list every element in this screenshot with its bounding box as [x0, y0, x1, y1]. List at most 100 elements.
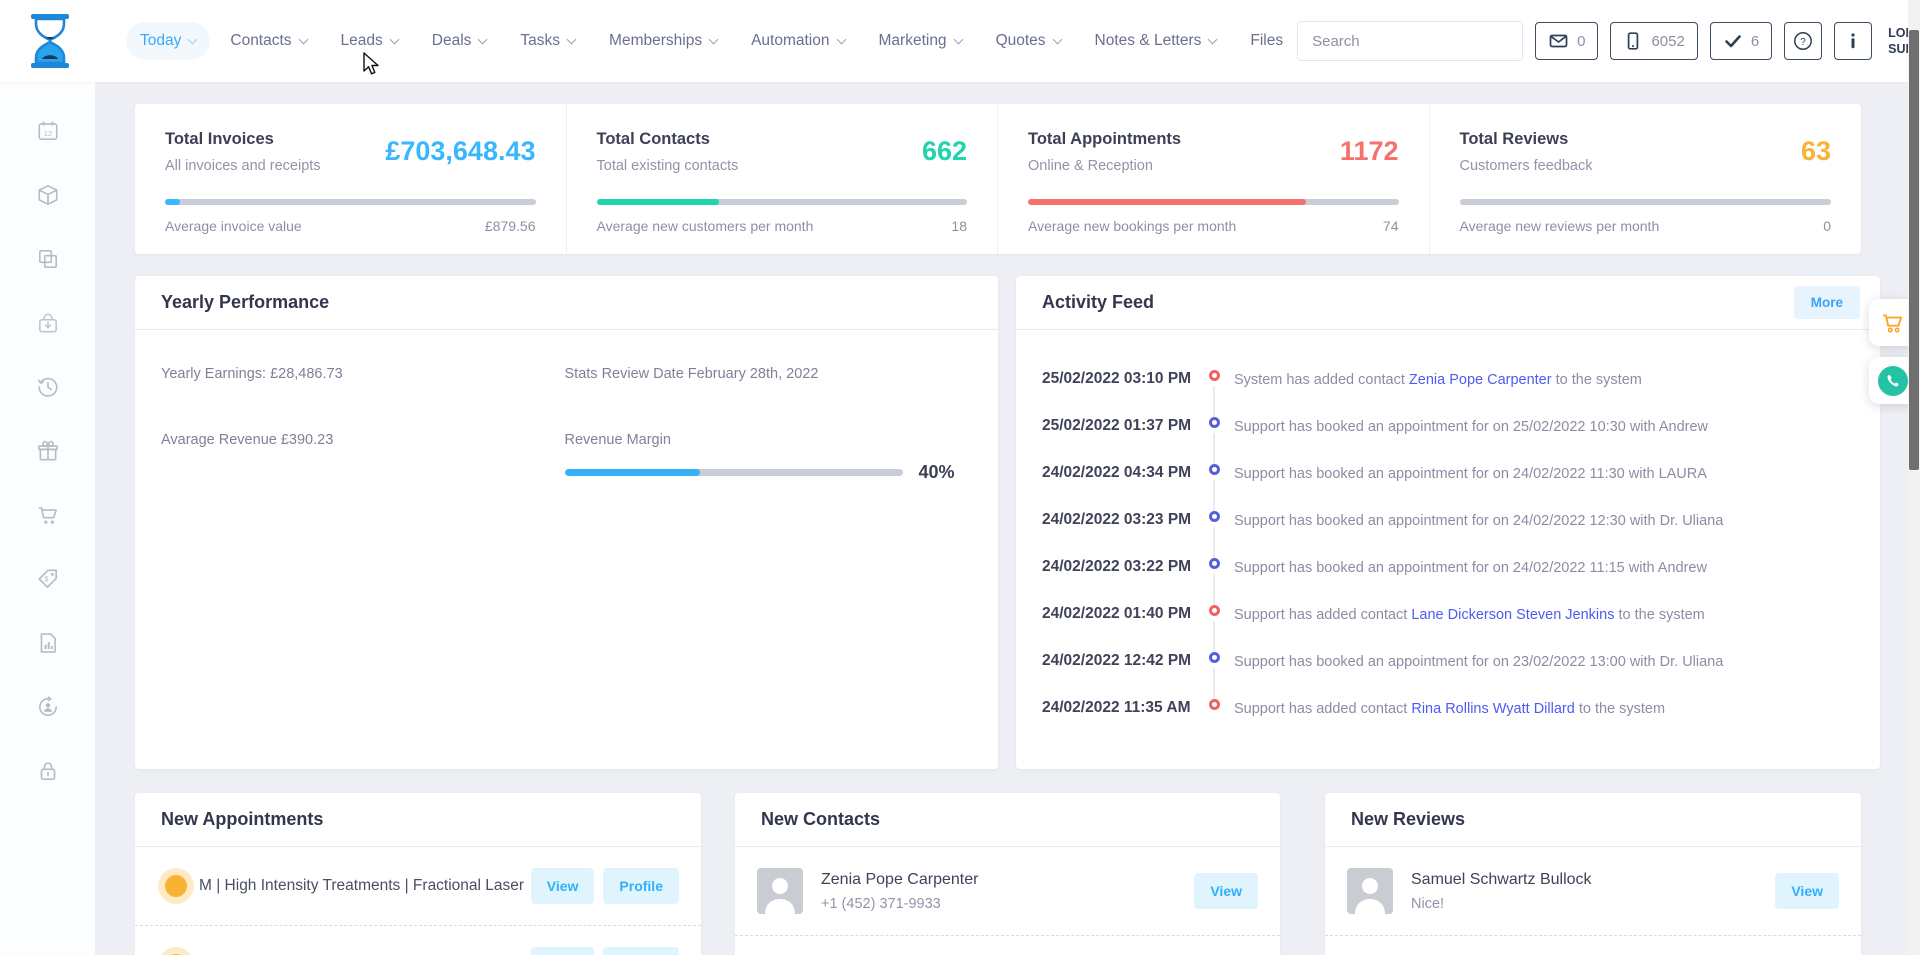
nav-memberships[interactable]: Memberships [595, 22, 731, 60]
revenue-margin-label: Revenue Margin [565, 432, 969, 448]
stat-avg-value: 74 [1383, 218, 1399, 234]
avatar [1347, 868, 1393, 914]
cart-icon[interactable] [35, 502, 61, 528]
view-button[interactable]: View [531, 947, 595, 955]
activity-item: 24/02/2022 12:42 PM Support has booked a… [1042, 652, 1856, 699]
activity-item: 24/02/2022 03:23 PM Support has booked a… [1042, 511, 1856, 558]
messages-count: 0 [1577, 33, 1585, 50]
stat-avg-value: 18 [951, 218, 967, 234]
activity-text: Support has booked an appointment for on… [1234, 417, 1708, 436]
timeline-connector [1213, 480, 1215, 511]
nav-tasks[interactable]: Tasks [506, 22, 589, 60]
nav-leads[interactable]: Leads [327, 22, 412, 60]
nav-automation[interactable]: Automation [737, 22, 858, 60]
help-button[interactable]: ? [1784, 22, 1822, 60]
appointment-row: M | High Intensity Treatments | Fraction… [135, 847, 701, 926]
activity-type-icon [1209, 652, 1220, 663]
chevron-down-icon [709, 34, 719, 44]
panel-title: New Reviews [1351, 809, 1465, 830]
activity-time: 24/02/2022 03:22 PM [1042, 558, 1194, 576]
activity-type-icon [1209, 511, 1220, 522]
svg-text:?: ? [1800, 37, 1806, 48]
appointment-label: M | High Intensity Treatments | Fraction… [199, 877, 524, 895]
package-icon[interactable] [35, 182, 61, 208]
view-button[interactable]: View [1194, 873, 1258, 909]
view-button[interactable]: View [531, 868, 595, 904]
panel-title: Activity Feed [1042, 292, 1154, 313]
activity-type-icon [1209, 370, 1220, 381]
new-reviews-panel: New Reviews Samuel Schwartz Bullock Nice… [1325, 793, 1861, 955]
profile-button[interactable]: Profile [603, 868, 679, 904]
scrollbar-thumb[interactable] [1909, 30, 1919, 470]
panel-title: New Appointments [161, 809, 323, 830]
review-row: Samuel Schwartz Bullock Nice! View [1325, 847, 1861, 936]
activity-text: Support has added contact Lane Dickerson… [1234, 605, 1705, 624]
stat-avg-label: Average new reviews per month [1460, 218, 1660, 234]
contact-link[interactable]: Lane Dickerson Steven Jenkins [1411, 607, 1614, 623]
app-logo-icon[interactable] [26, 13, 76, 69]
search-input[interactable] [1298, 22, 1523, 60]
profile-button[interactable]: Profile [603, 947, 679, 955]
chevron-down-icon [389, 34, 399, 44]
messages-button[interactable]: 0 [1535, 22, 1598, 60]
stat-subtitle: All invoices and receipts [165, 158, 321, 174]
contact-link[interactable]: Rina Rollins Wyatt Dillard [1411, 701, 1574, 717]
revenue-margin-bar [565, 469, 903, 476]
yearly-earnings: Yearly Earnings: £28,486.73 [161, 366, 565, 382]
activity-text: Support has booked an appointment for on… [1234, 511, 1723, 530]
appointment-row: Botox 3 Areas View Profile [135, 926, 701, 955]
activity-type-icon [1209, 464, 1220, 475]
info-button[interactable] [1834, 22, 1872, 60]
calls-count: 6052 [1651, 33, 1684, 50]
stat-avg-label: Average new bookings per month [1028, 218, 1236, 234]
more-button[interactable]: More [1794, 286, 1860, 319]
phone-icon [1878, 366, 1908, 396]
tasks-button[interactable]: 6 [1710, 22, 1772, 60]
nav-marketing[interactable]: Marketing [865, 22, 976, 60]
history-icon[interactable] [35, 374, 61, 400]
stat-total-contacts: Total Contacts Total existing contacts 6… [567, 104, 999, 254]
activity-item: 24/02/2022 04:34 PM Support has booked a… [1042, 464, 1856, 511]
activity-time: 24/02/2022 03:23 PM [1042, 511, 1194, 529]
stat-value: 662 [922, 136, 967, 174]
stat-title: Total Contacts [597, 130, 739, 149]
lock-icon[interactable] [35, 758, 61, 784]
stat-value: 1172 [1340, 136, 1399, 174]
activity-type-icon [1209, 699, 1220, 710]
activity-text: System has added contact Zenia Pope Carp… [1234, 370, 1642, 389]
account-sync-icon[interactable] [35, 694, 61, 720]
activity-time: 25/02/2022 01:37 PM [1042, 417, 1194, 435]
stat-progress-bar [1028, 199, 1399, 205]
calendar-icon[interactable]: 12 [35, 118, 61, 144]
activity-time: 24/02/2022 04:34 PM [1042, 464, 1194, 482]
chevron-down-icon [298, 34, 308, 44]
nav-contacts[interactable]: Contacts [216, 22, 320, 60]
activity-item: 25/02/2022 01:37 PM Support has booked a… [1042, 417, 1856, 464]
price-tag-icon[interactable]: $ [35, 566, 61, 592]
nav-files[interactable]: Files [1236, 22, 1297, 60]
nav-deals[interactable]: Deals [418, 22, 501, 60]
activity-feed-list: 25/02/2022 03:10 PM System has added con… [1016, 330, 1880, 746]
activity-text: Support has added contact Rina Rollins W… [1234, 699, 1665, 718]
nav-today[interactable]: Today [126, 22, 210, 60]
contact-row: Lane Dickerson Steven Jenkins View [735, 936, 1280, 955]
contact-link[interactable]: Zenia Pope Carpenter [1409, 372, 1552, 388]
nav-quotes[interactable]: Quotes [982, 22, 1075, 60]
page-scrollbar[interactable] [1908, 0, 1920, 955]
view-button[interactable]: View [1775, 873, 1839, 909]
calls-button[interactable]: 6052 [1610, 22, 1697, 60]
contact-row: Zenia Pope Carpenter +1 (452) 371-9933 V… [735, 847, 1280, 936]
stat-avg-label: Average new customers per month [597, 218, 814, 234]
avatar [757, 868, 803, 914]
stats-strip: Total Invoices All invoices and receipts… [135, 104, 1861, 254]
stat-total-appointments: Total Appointments Online & Reception 11… [998, 104, 1430, 254]
report-icon[interactable] [35, 630, 61, 656]
bag-icon[interactable] [35, 310, 61, 336]
chevron-down-icon [478, 34, 488, 44]
activity-item: 25/02/2022 03:10 PM System has added con… [1042, 370, 1856, 417]
review-comment: Nice! [1411, 896, 1592, 912]
gift-icon[interactable] [35, 438, 61, 464]
duplicate-icon[interactable] [35, 246, 61, 272]
nav-notes-letters[interactable]: Notes & Letters [1081, 22, 1231, 60]
stat-total-reviews: Total Reviews Customers feedback 63 Aver… [1430, 104, 1862, 254]
